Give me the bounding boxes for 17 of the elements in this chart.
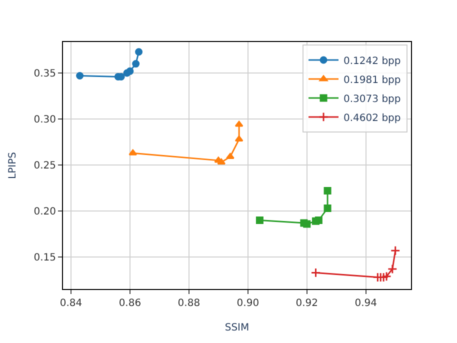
y-axis-title: LPIPS: [8, 152, 19, 179]
legend-label: 0.3073 bpp: [344, 94, 401, 105]
legend-label: 0.1242 bpp: [344, 56, 401, 67]
x-tick-label: 0.92: [296, 298, 318, 309]
legend-label: 0.4602 bpp: [344, 112, 401, 124]
legend-label: 0.1981 bpp: [344, 74, 401, 86]
x-tick-label: 0.84: [60, 298, 82, 309]
x-tick-label: 0.90: [236, 298, 260, 309]
y-tick-label: 0.35: [34, 68, 56, 80]
x-axis-title: SSIM: [224, 322, 250, 334]
y-tick-label: 0.30: [34, 114, 56, 126]
x-tick-label: 0.94: [354, 298, 378, 309]
y-tick-label: 0.25: [34, 160, 56, 172]
y-tick-label: 0.20: [34, 206, 56, 218]
y-tick-label: 0.15: [34, 252, 56, 264]
x-tick-label: 0.88: [178, 298, 200, 309]
x-tick-label: 0.86: [118, 298, 142, 309]
